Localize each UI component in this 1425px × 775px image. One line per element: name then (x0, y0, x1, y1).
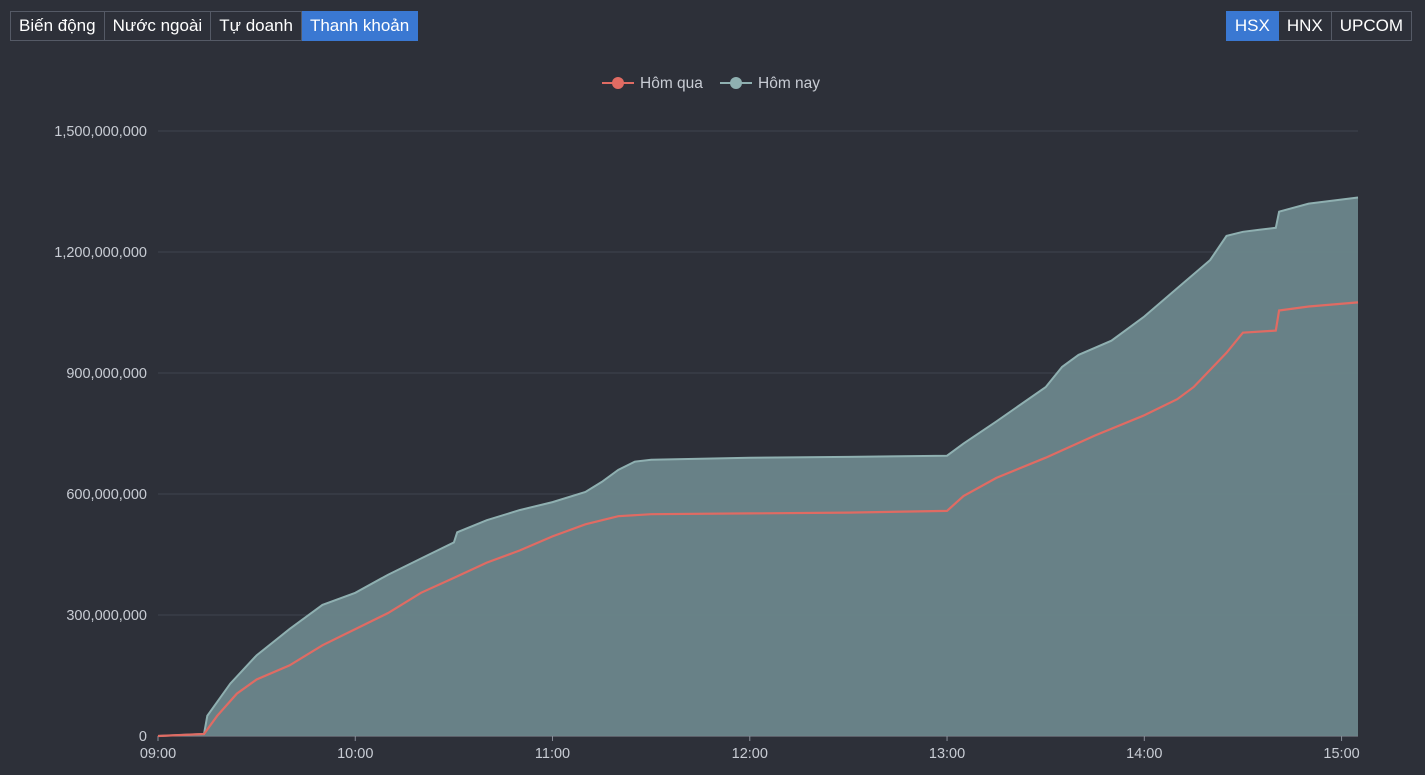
tab-bien-dong[interactable]: Biến động (10, 11, 105, 41)
y-tick-label: 0 (139, 729, 147, 745)
legend-item-today-label: Hôm nay (758, 75, 820, 92)
tab-upcom[interactable]: UPCOM (1331, 11, 1412, 41)
x-tick-label: 11:00 (535, 746, 570, 762)
x-tick-label: 12:00 (732, 746, 768, 762)
tab-hnx[interactable]: HNX (1278, 11, 1332, 41)
analysis-tabs: Biến động Nước ngoài Tự doanh Thanh khoả… (10, 11, 419, 41)
today-area (158, 197, 1358, 736)
tab-hsx[interactable]: HSX (1225, 11, 1279, 41)
x-tick-label: 09:00 (140, 746, 176, 762)
tab-tu-doanh[interactable]: Tự doanh (211, 11, 302, 41)
today-line (157, 196, 1359, 737)
y-tick-label: 1,200,000,000 (54, 245, 147, 261)
x-tick-label: 10:00 (337, 746, 373, 762)
x-tick-label: 14:00 (1126, 746, 1162, 762)
tab-nuoc-ngoai[interactable]: Nước ngoài (104, 11, 212, 41)
exchange-tabs: HSX HNX UPCOM (1225, 11, 1412, 41)
y-tick-label: 300,000,000 (66, 608, 147, 624)
x-tick-label: 15:00 (1323, 746, 1359, 762)
y-tick-label: 600,000,000 (66, 487, 147, 503)
legend-item-yesterday-marker (612, 77, 624, 89)
yesterday-line (157, 301, 1359, 738)
legend-item-yesterday-label: Hôm qua (640, 75, 703, 92)
legend-item-today-marker (730, 77, 742, 89)
y-tick-label: 900,000,000 (66, 366, 147, 382)
x-tick-label: 13:00 (929, 746, 965, 762)
y-tick-label: 1,500,000,000 (54, 124, 147, 140)
tab-thanh-khoan[interactable]: Thanh khoản (301, 11, 419, 41)
